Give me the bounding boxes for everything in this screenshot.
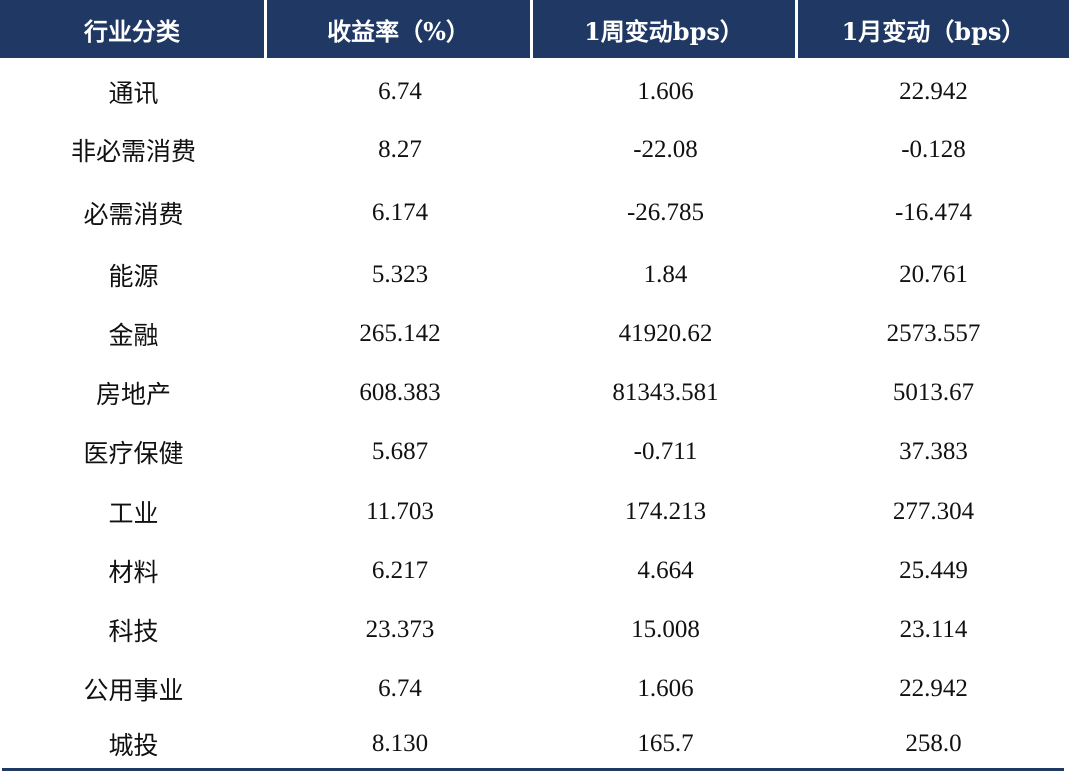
yield-value: 6.174: [371, 199, 429, 226]
sector-name: 房地产: [95, 380, 171, 409]
week-change-value: -26.785: [626, 199, 705, 226]
month-change-value: 37.383: [899, 438, 968, 465]
week-change-value: -0.711: [633, 438, 698, 465]
month-change-value: 258.0: [905, 730, 962, 757]
yield-value: 5.323: [371, 261, 429, 288]
yield-value: 6.74: [378, 675, 422, 702]
sector-name: 能源: [108, 262, 159, 291]
month-change-value: -16.474: [894, 199, 973, 226]
sector-name: 科技: [108, 617, 159, 646]
week-change-value: 1.606: [637, 78, 694, 105]
sector-name: 必需消费: [83, 200, 184, 229]
month-change-value: 20.761: [899, 261, 968, 288]
yield-value: 11.703: [366, 498, 434, 525]
yield-value: 265.142: [359, 320, 441, 347]
month-change-value: 2573.557: [886, 320, 981, 347]
table-row: 房地产 608.383 81343.581 5013.67: [0, 365, 1069, 421]
month-change-value: 23.114: [899, 616, 968, 643]
sector-name: 材料: [108, 558, 159, 587]
sector-name: 医疗保健: [83, 439, 184, 468]
sector-name: 金融: [108, 321, 159, 350]
table-row: 科技 23.373 15.008 23.114: [0, 602, 1069, 658]
month-change-value: 22.942: [899, 675, 968, 702]
week-change-value: 165.7: [637, 730, 694, 757]
yield-value: 23.373: [365, 616, 435, 643]
month-change-value: 5013.67: [892, 379, 975, 406]
header-1m-change: 1月变动（bps）: [798, 0, 1069, 58]
table-row: 必需消费 6.174 -26.785 -16.474: [0, 185, 1069, 241]
table-row: 金融 265.142 41920.62 2573.557: [0, 306, 1069, 362]
yield-value: 5.687: [371, 438, 429, 465]
month-change-value: 277.304: [892, 498, 975, 525]
sector-name: 工业: [108, 499, 159, 528]
table-row: 通讯 6.74 1.606 22.942: [0, 64, 1069, 120]
table-row: 公用事业 6.74 1.606 22.942: [0, 661, 1069, 717]
header-yield: 收益率（%）: [267, 0, 533, 58]
week-change-value: -22.08: [633, 136, 698, 163]
week-change-value: 81343.581: [612, 379, 719, 406]
table-header: 行业分类 收益率（%） 1周变动bps） 1月变动（bps）: [0, 0, 1069, 58]
yield-value: 608.383: [359, 379, 441, 406]
table-row: 非必需消费 8.27 -22.08 -0.128: [0, 122, 1069, 178]
week-change-value: 4.664: [637, 557, 694, 584]
month-change-value: -0.128: [901, 136, 966, 163]
sector-name: 公用事业: [83, 676, 184, 705]
table-row: 城投 8.130 165.7 258.0: [0, 716, 1069, 772]
header-sector: 行业分类: [0, 0, 267, 58]
yield-value: 6.217: [371, 557, 429, 584]
week-change-value: 1.606: [637, 675, 694, 702]
week-change-value: 41920.62: [618, 320, 713, 347]
month-change-value: 22.942: [899, 78, 968, 105]
week-change-value: 174.213: [624, 498, 707, 525]
table-bottom-rule: [2, 768, 1064, 771]
table-row: 工业 11.703 174.213 277.304: [0, 484, 1069, 540]
yield-value: 8.130: [371, 730, 429, 757]
week-change-value: 15.008: [631, 616, 700, 643]
sector-name: 通讯: [108, 79, 159, 108]
week-change-value: 1.84: [643, 261, 688, 288]
table-row: 能源 5.323 1.84 20.761: [0, 247, 1069, 303]
header-1w-change: 1周变动bps）: [533, 0, 798, 58]
sector-name: 非必需消费: [70, 137, 196, 166]
yield-value: 8.27: [378, 136, 422, 163]
table-row: 医疗保健 5.687 -0.711 37.383: [0, 424, 1069, 480]
table-row: 材料 6.217 4.664 25.449: [0, 543, 1069, 599]
month-change-value: 25.449: [899, 557, 968, 584]
yield-value: 6.74: [378, 78, 422, 105]
sector-name: 城投: [108, 731, 159, 760]
